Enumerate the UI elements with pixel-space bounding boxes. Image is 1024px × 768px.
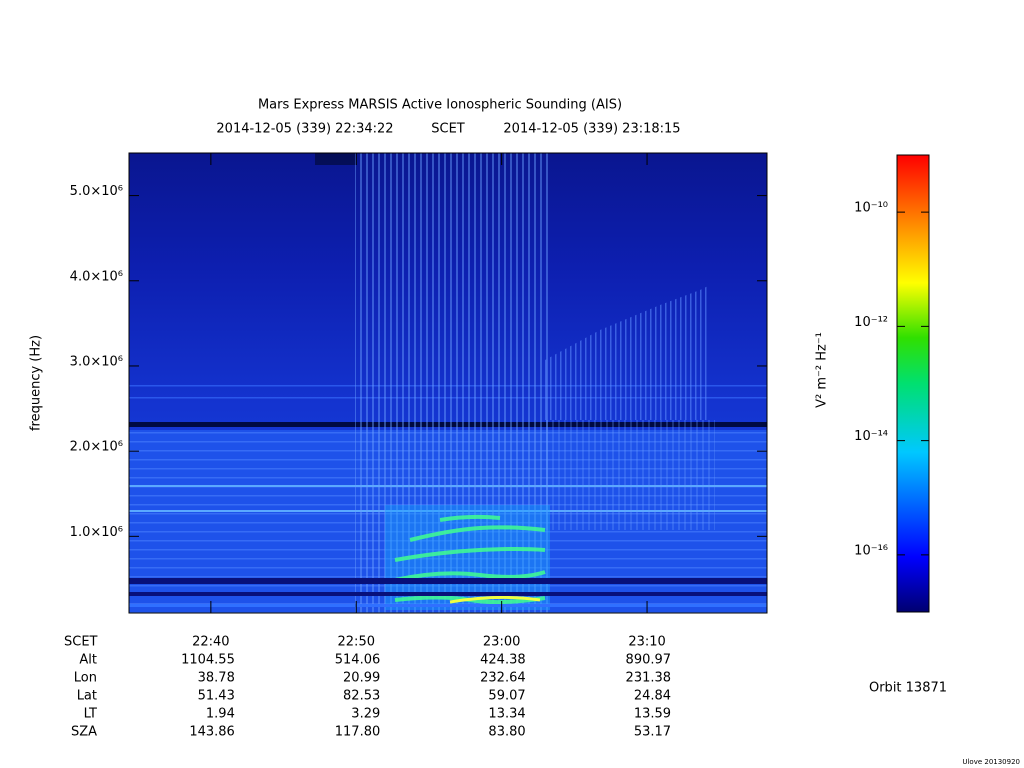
colorbar xyxy=(896,154,930,613)
y-tick-label: 5.0×10⁶ xyxy=(70,184,123,199)
y-axis-label: frequency (Hz) xyxy=(29,335,44,431)
ephemeris-value: 1104.55 xyxy=(181,653,235,668)
spectrogram xyxy=(129,153,767,613)
orbit: Orbit 13871 xyxy=(869,681,947,696)
colorbar-label: V² m⁻² Hz⁻¹ xyxy=(815,332,830,408)
row-label: LT xyxy=(84,707,97,722)
time-start: 2014-12-05 (339) 22:34:22 xyxy=(216,122,393,137)
y-tick-label: 1.0×10⁶ xyxy=(70,525,123,540)
ephemeris-value: 51.43 xyxy=(198,689,235,704)
row-label: SCET xyxy=(64,635,98,650)
y-tick-label: 2.0×10⁶ xyxy=(70,440,123,455)
row-label: Alt xyxy=(79,653,97,668)
time-system: SCET xyxy=(431,122,465,137)
ephemeris-value: 424.38 xyxy=(480,653,526,668)
ephemeris-value: 143.86 xyxy=(189,725,235,740)
ephemeris-value: 20.99 xyxy=(343,671,380,686)
ephemeris-value: 59.07 xyxy=(488,689,525,704)
ephemeris-value: 83.80 xyxy=(488,725,525,740)
y-tick-label: 3.0×10⁶ xyxy=(70,354,123,369)
time-end: 2014-12-05 (339) 23:18:15 xyxy=(503,122,680,137)
ephemeris-value: 232.64 xyxy=(480,671,526,686)
y-tick-label: 4.0×10⁶ xyxy=(70,269,123,284)
ephemeris-value: 3.29 xyxy=(351,707,380,722)
row-label: SZA xyxy=(71,725,97,740)
ephemeris-value: 1.94 xyxy=(206,707,235,722)
x-tick-label: 23:00 xyxy=(483,635,520,650)
x-tick-label: 23:10 xyxy=(628,635,665,650)
ephemeris-value: 53.17 xyxy=(634,725,671,740)
ephemeris-value: 890.97 xyxy=(626,653,672,668)
colorbar-tick-label: 10⁻¹⁴ xyxy=(854,429,888,444)
chart-title: Mars Express MARSIS Active Ionospheric S… xyxy=(258,98,622,113)
plot-frame xyxy=(128,152,768,614)
ephemeris-value: 38.78 xyxy=(198,671,235,686)
x-tick-label: 22:40 xyxy=(192,635,229,650)
footer: Ulove 20130920 xyxy=(962,758,1020,766)
ephemeris-value: 13.34 xyxy=(488,707,525,722)
row-label: Lat xyxy=(77,689,97,704)
x-tick-label: 22:50 xyxy=(338,635,375,650)
ephemeris-value: 514.06 xyxy=(335,653,381,668)
ephemeris-value: 82.53 xyxy=(343,689,380,704)
ephemeris-value: 24.84 xyxy=(634,689,671,704)
ephemeris-value: 231.38 xyxy=(626,671,672,686)
ephemeris-value: 13.59 xyxy=(634,707,671,722)
colorbar-tick-label: 10⁻¹⁶ xyxy=(854,543,888,558)
ephemeris-value: 117.80 xyxy=(335,725,381,740)
colorbar-tick-label: 10⁻¹² xyxy=(854,315,888,330)
colorbar-tick-label: 10⁻¹⁰ xyxy=(854,201,888,216)
row-label: Lon xyxy=(74,671,97,686)
